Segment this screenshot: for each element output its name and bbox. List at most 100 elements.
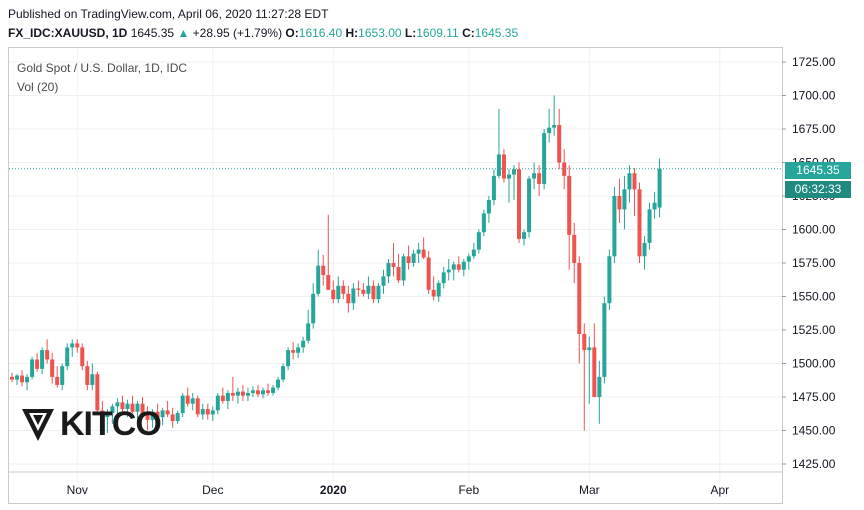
candle-body bbox=[431, 289, 436, 297]
candle-body bbox=[582, 334, 587, 351]
candle-body bbox=[522, 232, 527, 239]
published-caption: Published on TradingView.com, April 06, … bbox=[8, 7, 329, 21]
candle-body bbox=[396, 267, 401, 281]
candle-body bbox=[527, 178, 532, 233]
candle-body bbox=[316, 265, 321, 294]
close-value: 1645.35 bbox=[474, 26, 519, 40]
candle-body bbox=[627, 173, 632, 190]
candle-body bbox=[622, 189, 627, 210]
candle-body bbox=[255, 390, 260, 395]
candle-body bbox=[266, 390, 271, 393]
candle-body bbox=[597, 376, 602, 397]
candle-body bbox=[50, 359, 55, 377]
candle-body bbox=[411, 253, 416, 263]
candle-body bbox=[501, 154, 506, 179]
candle-body bbox=[210, 410, 215, 415]
candle-body bbox=[195, 398, 200, 415]
candle-body bbox=[326, 275, 331, 290]
low-value: 1609.11 bbox=[416, 26, 459, 40]
candle-body bbox=[376, 285, 381, 300]
candle-body bbox=[250, 390, 255, 393]
candle-body bbox=[446, 269, 451, 273]
y-tick-label: 1525.00 bbox=[792, 323, 836, 337]
candle-body bbox=[336, 285, 341, 300]
candle-body bbox=[35, 359, 40, 369]
candle-body bbox=[512, 169, 516, 175]
candle-body bbox=[30, 359, 35, 377]
candle-body bbox=[592, 347, 597, 397]
candle-body bbox=[506, 174, 511, 179]
candle-body bbox=[220, 395, 225, 402]
candle-body bbox=[406, 256, 411, 263]
candle-body bbox=[637, 189, 642, 257]
candle-body bbox=[240, 391, 245, 396]
candle-body bbox=[245, 392, 250, 396]
candle-body bbox=[577, 263, 582, 335]
candle-body bbox=[60, 366, 65, 385]
candle-body bbox=[200, 409, 205, 415]
candle-body bbox=[617, 196, 622, 210]
candle-body bbox=[85, 366, 90, 385]
candle-body bbox=[562, 162, 567, 176]
candle-body bbox=[230, 392, 235, 396]
candle-body bbox=[165, 410, 170, 415]
volume-indicator-label[interactable]: Vol (20) bbox=[17, 80, 59, 94]
candle-body bbox=[215, 395, 220, 411]
candle-body bbox=[632, 173, 637, 190]
candle-body bbox=[281, 366, 286, 380]
close-label: C: bbox=[462, 26, 475, 40]
candle-body bbox=[426, 257, 431, 290]
y-tick-label: 1700.00 bbox=[792, 89, 836, 103]
price-change: +28.95 (+1.79%) bbox=[192, 26, 283, 40]
y-tick-label: 1725.00 bbox=[792, 55, 836, 69]
x-tick-label: Apr bbox=[710, 483, 729, 497]
candle-body bbox=[471, 249, 476, 257]
candle-body bbox=[486, 200, 491, 214]
candle-body bbox=[205, 409, 210, 415]
candle-body bbox=[642, 242, 647, 257]
last-price-tag: 1645.35 bbox=[785, 162, 851, 179]
candle-body bbox=[346, 293, 351, 304]
candle-body bbox=[557, 124, 562, 163]
candle-body bbox=[170, 414, 175, 422]
candle-body bbox=[647, 209, 652, 243]
candle-body bbox=[10, 376, 14, 380]
candle-body bbox=[150, 411, 155, 420]
candle-body bbox=[587, 347, 592, 351]
candle-body bbox=[466, 256, 471, 262]
x-tick-label: 2020 bbox=[320, 483, 347, 497]
candle-body bbox=[542, 133, 547, 184]
candle-body bbox=[381, 276, 386, 286]
y-tick-label: 1450.00 bbox=[792, 424, 836, 438]
candle-body bbox=[612, 196, 617, 257]
candle-body bbox=[80, 347, 85, 367]
candle-body bbox=[496, 154, 501, 176]
candle-body bbox=[306, 323, 311, 341]
candle-body bbox=[140, 403, 145, 415]
y-tick-label: 1575.00 bbox=[792, 256, 836, 270]
y-tick-label: 1600.00 bbox=[792, 223, 836, 237]
candle-body bbox=[321, 265, 326, 276]
candle-body bbox=[110, 406, 115, 414]
candle-body bbox=[366, 285, 371, 294]
last-price: 1645.35 bbox=[130, 26, 175, 40]
candle-body bbox=[225, 392, 230, 402]
candle-body bbox=[391, 263, 396, 268]
candle-body bbox=[311, 293, 316, 324]
candle-body bbox=[125, 403, 130, 410]
candle-body bbox=[40, 350, 45, 369]
candle-body bbox=[461, 261, 466, 270]
candle-body bbox=[356, 288, 361, 290]
candle-body bbox=[75, 343, 80, 348]
candle-body bbox=[160, 410, 165, 418]
candle-body bbox=[657, 168, 662, 208]
candle-body bbox=[65, 347, 70, 367]
candle-body bbox=[481, 213, 486, 233]
x-tick-label: Nov bbox=[67, 483, 88, 497]
pane-title: Gold Spot / U.S. Dollar, 1D, IDC bbox=[17, 61, 188, 75]
high-label: H: bbox=[345, 26, 359, 40]
x-tick-label: Feb bbox=[458, 483, 479, 497]
candle-body bbox=[441, 272, 446, 284]
y-tick-label: 1500.00 bbox=[792, 357, 836, 371]
